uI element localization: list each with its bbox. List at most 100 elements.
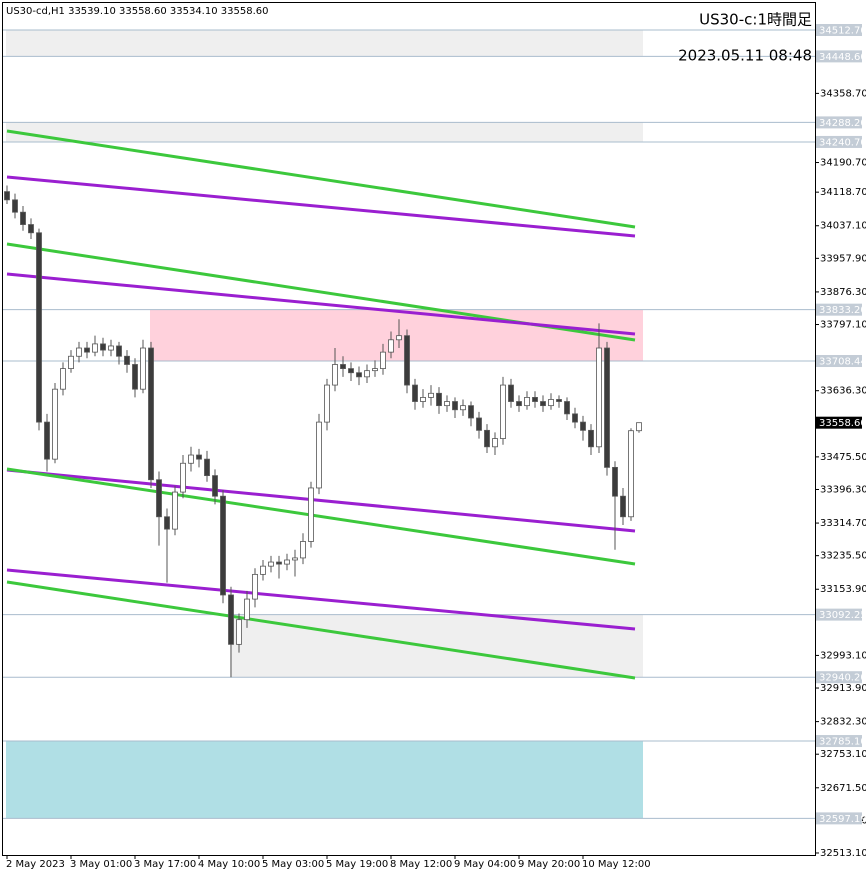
trendline <box>6 129 636 229</box>
trendline <box>6 272 636 336</box>
candle-body <box>76 347 82 357</box>
y-tick-label: 32513.10 <box>820 848 866 859</box>
trendline <box>6 468 636 533</box>
level-label-box <box>816 608 862 621</box>
y-tick-label: 33396.30 <box>820 484 866 495</box>
candle-body <box>44 421 50 460</box>
candle-body <box>316 421 322 489</box>
candle-body <box>436 392 442 407</box>
level-label: 33708.44 <box>819 357 866 368</box>
y-tick-label: 32993.10 <box>820 650 866 661</box>
trendline <box>6 467 636 566</box>
x-tick-label: 5 May 19:00 <box>326 859 388 870</box>
candle-body <box>348 368 354 374</box>
y-tick-label: 33876.30 <box>820 287 866 298</box>
candle-body <box>116 345 122 357</box>
candle-body <box>564 401 570 415</box>
candle-body <box>324 384 330 423</box>
candle-body <box>284 559 290 565</box>
trendline <box>6 568 636 631</box>
y-tick-label: 33153.90 <box>820 584 866 595</box>
candle-body <box>36 232 42 423</box>
candle-body <box>92 343 98 353</box>
y-tick-label: 32671.50 <box>820 783 866 794</box>
candle-body <box>84 347 90 353</box>
candle-body <box>540 401 546 407</box>
y-tick-label: 32832.30 <box>820 717 866 728</box>
candle-body <box>356 372 362 378</box>
candle-body <box>68 355 74 370</box>
y-tick-label: 34190.70 <box>820 158 866 169</box>
candle-body <box>524 397 530 407</box>
y-tick-label: 32753.10 <box>820 749 866 760</box>
candle-body <box>396 335 402 341</box>
level-label: 33092.25 <box>819 610 866 621</box>
last-price-label: 33558.60 <box>819 418 866 429</box>
candle-body <box>612 466 618 497</box>
header: US30-cd,H1 33539.10 33558.60 33534.10 33… <box>6 6 268 17</box>
y-tick-label: 33475.50 <box>820 452 866 463</box>
candle-body <box>156 479 162 518</box>
candle-body <box>420 397 426 402</box>
candle-body <box>628 430 634 518</box>
candle-body <box>468 405 474 419</box>
candle-body <box>428 392 434 398</box>
candle-body <box>228 594 234 645</box>
candle-body <box>508 384 514 402</box>
trendline <box>6 175 636 238</box>
chart-subtitle: 2023.05.11 08:48 <box>678 47 812 65</box>
candle-body <box>180 462 186 493</box>
y-tick-label: 33636.30 <box>820 386 866 397</box>
axis-layer: 34358.70 34190.70 34118.70 34037.10 33957.90… <box>6 23 866 870</box>
candle-body <box>572 413 578 423</box>
candle-body <box>388 339 394 353</box>
candle-body <box>276 561 282 565</box>
candle-body <box>196 454 202 460</box>
x-tick-label: 8 May 12:00 <box>390 859 452 870</box>
candle-body <box>172 491 178 530</box>
candle-body <box>260 565 266 575</box>
candle-body <box>20 211 26 225</box>
candle-body <box>268 561 274 567</box>
candle-body <box>548 399 554 407</box>
x-tick-label: 2 May 2023 <box>6 859 65 870</box>
y-tick-label: 32913.90 <box>820 683 866 694</box>
candle-body <box>132 364 138 390</box>
level-label: 33833.20 <box>819 305 866 316</box>
candle-body <box>52 388 58 460</box>
candle-body <box>460 405 466 411</box>
zone <box>6 741 643 819</box>
y-tick-label: 33957.90 <box>820 253 866 264</box>
candle-body <box>60 368 66 390</box>
candle-body <box>444 401 450 407</box>
level-label-box <box>816 812 862 825</box>
y-tick-label: 34358.70 <box>820 88 866 99</box>
main-layer <box>4 129 642 680</box>
x-tick-label: 9 May 04:00 <box>454 859 516 870</box>
candle-body <box>204 458 210 477</box>
level-label-box <box>816 735 862 748</box>
candle-body <box>580 421 586 431</box>
zone <box>6 29 643 57</box>
level-label: 32597.19 <box>819 814 866 825</box>
level-label: 32940.20 <box>819 673 866 684</box>
candle-body <box>140 347 146 390</box>
zone <box>6 122 643 142</box>
candle-body <box>164 516 170 530</box>
background-layer <box>3 29 815 819</box>
candle-body <box>292 557 298 561</box>
y-tick-label: 34118.70 <box>820 187 866 198</box>
candle-body <box>452 401 458 411</box>
candle-body <box>492 438 498 448</box>
candle-body <box>636 422 642 432</box>
candle-body <box>340 364 346 370</box>
candle-body <box>516 401 522 407</box>
level-label-box <box>816 116 862 129</box>
plot-frame <box>2 2 816 856</box>
candle-body <box>4 191 10 201</box>
candle-body <box>124 355 130 365</box>
level-label: 34288.20 <box>819 118 866 129</box>
last-price-box <box>816 416 862 429</box>
